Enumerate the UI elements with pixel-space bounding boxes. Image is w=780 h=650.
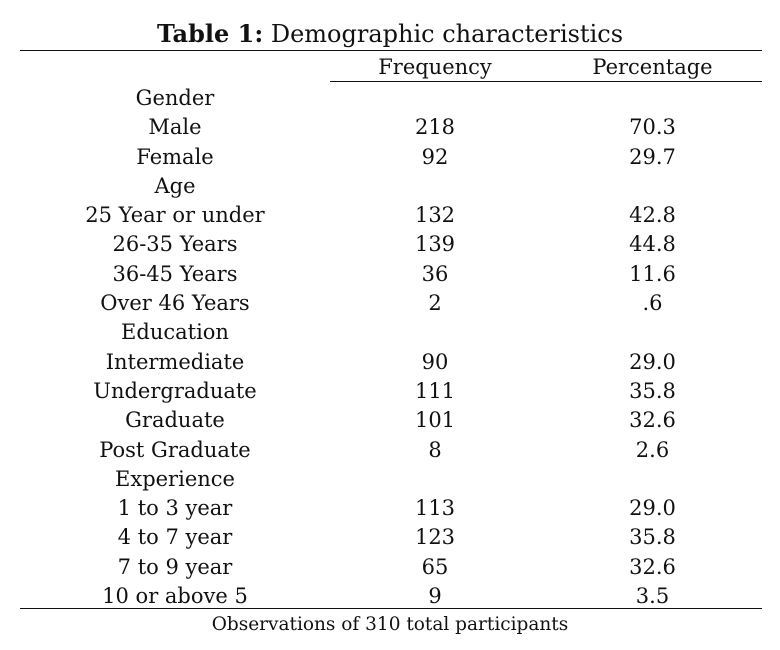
row-label: Experience bbox=[115, 466, 235, 491]
table-row: Female 92 29.7 bbox=[0, 143, 780, 172]
row-label: Intermediate bbox=[105, 349, 245, 374]
table-row: 7 to 9 year 65 32.6 bbox=[0, 553, 780, 582]
bottom-rule bbox=[20, 608, 762, 609]
table-row: 26-35 Years 139 44.8 bbox=[0, 230, 780, 259]
row-frequency: 132 bbox=[414, 203, 456, 228]
row-label: Female bbox=[136, 144, 214, 169]
row-label: Age bbox=[154, 173, 196, 198]
row-frequency: 2 bbox=[428, 291, 442, 316]
row-label: Post Graduate bbox=[99, 437, 251, 462]
row-frequency: 113 bbox=[414, 496, 456, 521]
table-row: 25 Year or under 132 42.8 bbox=[0, 201, 780, 230]
table-row: 10 or above 5 9 3.5 bbox=[0, 582, 780, 611]
row-label: Gender bbox=[135, 86, 215, 110]
table-row: Graduate 101 32.6 bbox=[0, 406, 780, 435]
row-label: Graduate bbox=[125, 408, 225, 433]
row-frequency: 111 bbox=[414, 378, 456, 403]
table-row: Undergraduate 111 35.8 bbox=[0, 377, 780, 406]
table-row: 1 to 3 year 113 29.0 bbox=[0, 494, 780, 523]
column-header-percentage: Percentage bbox=[592, 55, 713, 79]
row-percentage: 70.3 bbox=[629, 115, 676, 140]
row-percentage: 42.8 bbox=[629, 203, 676, 228]
row-frequency: 9 bbox=[428, 584, 442, 609]
row-percentage: 35.8 bbox=[629, 525, 676, 550]
table-row: Over 46 Years 2 .6 bbox=[0, 289, 780, 318]
row-label: 25 Year or under bbox=[85, 203, 265, 228]
table-number: Table 1: bbox=[156, 19, 264, 48]
table-row: 36-45 Years 36 11.6 bbox=[0, 260, 780, 289]
row-frequency: 101 bbox=[414, 408, 456, 433]
column-header-frequency: Frequency bbox=[378, 55, 492, 79]
row-label: 36-45 Years bbox=[112, 261, 238, 286]
row-percentage: 11.6 bbox=[629, 261, 676, 286]
row-frequency: 90 bbox=[421, 349, 449, 374]
row-percentage: 3.5 bbox=[635, 584, 670, 609]
table-row: Education bbox=[0, 318, 780, 347]
row-label: 4 to 7 year bbox=[117, 525, 233, 550]
row-label: Education bbox=[121, 320, 229, 345]
row-label: Undergraduate bbox=[93, 378, 257, 403]
row-label: Over 46 Years bbox=[100, 291, 250, 316]
row-percentage: 32.6 bbox=[629, 408, 676, 433]
row-label: Male bbox=[148, 115, 202, 140]
table-row: Male 218 70.3 bbox=[0, 113, 780, 142]
table-row: Gender bbox=[0, 84, 780, 113]
row-frequency: 8 bbox=[428, 437, 442, 462]
table-caption: Demographic characteristics bbox=[270, 20, 624, 48]
row-percentage: .6 bbox=[642, 291, 663, 316]
header-rule bbox=[330, 81, 762, 82]
row-frequency: 218 bbox=[414, 115, 456, 140]
table-row: 4 to 7 year 123 35.8 bbox=[0, 523, 780, 552]
row-percentage: 29.7 bbox=[629, 144, 676, 169]
row-percentage: 44.8 bbox=[629, 232, 676, 257]
row-label: 10 or above 5 bbox=[102, 584, 248, 609]
row-frequency: 36 bbox=[421, 261, 449, 286]
row-frequency: 123 bbox=[414, 525, 456, 550]
row-percentage: 29.0 bbox=[629, 349, 676, 374]
row-percentage: 35.8 bbox=[629, 378, 676, 403]
row-percentage: 32.6 bbox=[629, 554, 676, 579]
table-title: Table 1: Demographic characteristics bbox=[0, 18, 780, 50]
table-row: Post Graduate 8 2.6 bbox=[0, 436, 780, 465]
row-percentage: 29.0 bbox=[629, 496, 676, 521]
row-percentage: 2.6 bbox=[635, 437, 670, 462]
table-row: Age bbox=[0, 172, 780, 201]
row-frequency: 65 bbox=[421, 554, 449, 579]
row-label: 1 to 3 year bbox=[117, 496, 233, 521]
row-frequency: 92 bbox=[421, 144, 449, 169]
table-note: Observations of 310 total participants bbox=[211, 614, 569, 635]
row-label: 7 to 9 year bbox=[117, 554, 233, 579]
table-body: Gender Male 218 70.3 Female 92 29.7 Age 25 Year … bbox=[0, 84, 780, 611]
row-label: 26-35 Years bbox=[112, 232, 238, 257]
table-row: Intermediate 90 29.0 bbox=[0, 348, 780, 377]
top-rule bbox=[20, 50, 762, 51]
table-row: Experience bbox=[0, 465, 780, 494]
row-frequency: 139 bbox=[414, 232, 456, 257]
